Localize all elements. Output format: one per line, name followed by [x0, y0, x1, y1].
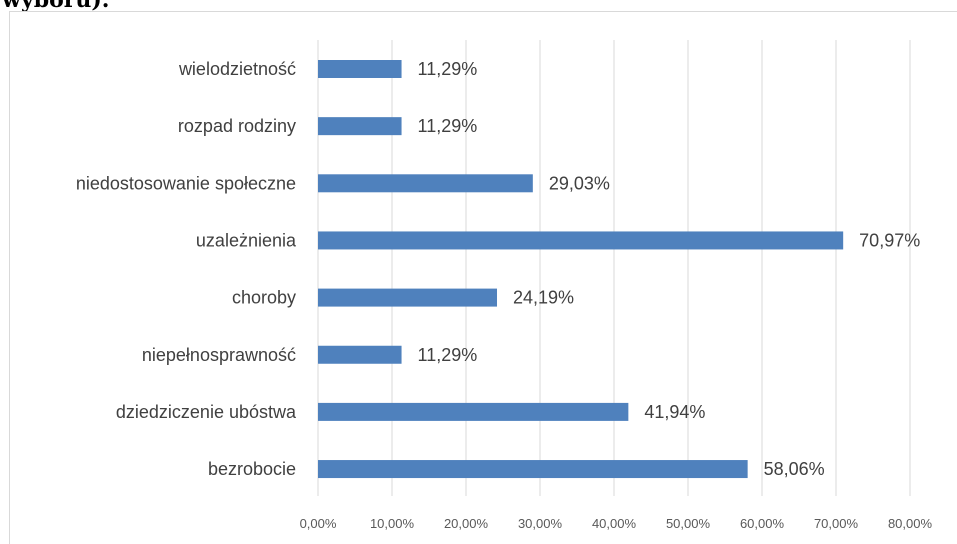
labels: 0,00% 10,00% 20,00% 30,00% 40,00% 50,00% 60,00…	[76, 59, 933, 531]
category-label: niedostosowanie społeczne	[76, 173, 296, 193]
bar	[318, 288, 498, 307]
gridlines	[317, 40, 911, 496]
data-label: 70,97%	[859, 230, 920, 250]
x-tick-label: 40,00%	[592, 516, 637, 531]
category-label: bezrobocie	[208, 459, 296, 479]
category-label: choroby	[232, 288, 296, 308]
chart-frame	[9, 11, 957, 544]
data-label: 29,03%	[549, 173, 610, 193]
category-label: niepełnosprawność	[142, 345, 296, 365]
bar	[318, 460, 748, 479]
x-tick-label: 80,00%	[888, 516, 933, 531]
category-label: uzależnienia	[196, 230, 297, 250]
bar	[318, 117, 402, 136]
bars	[318, 60, 844, 479]
data-label: 58,06%	[764, 459, 825, 479]
x-tick-label: 10,00%	[370, 516, 415, 531]
data-label: 41,94%	[644, 402, 705, 422]
category-label: rozpad rodziny	[178, 116, 296, 136]
data-label: 11,29%	[418, 59, 478, 79]
page-title: wyboru).	[2, 0, 110, 13]
bar	[318, 60, 402, 78]
category-label: wielodzietność	[178, 59, 296, 79]
data-label: 11,29%	[418, 116, 478, 136]
bar	[318, 345, 402, 364]
category-label: dziedziczenie ubóstwa	[116, 402, 297, 422]
x-tick-label: 20,00%	[444, 516, 489, 531]
data-label: 24,19%	[513, 288, 574, 308]
x-tick-label: 70,00%	[814, 516, 859, 531]
bar	[318, 174, 533, 193]
x-tick-label: 60,00%	[740, 516, 785, 531]
data-label: 11,29%	[418, 345, 478, 365]
x-tick-label: 30,00%	[518, 516, 563, 531]
x-tick-label: 50,00%	[666, 516, 711, 531]
bar	[318, 231, 844, 250]
bar	[318, 402, 629, 421]
x-tick-label: 0,00%	[300, 516, 337, 531]
